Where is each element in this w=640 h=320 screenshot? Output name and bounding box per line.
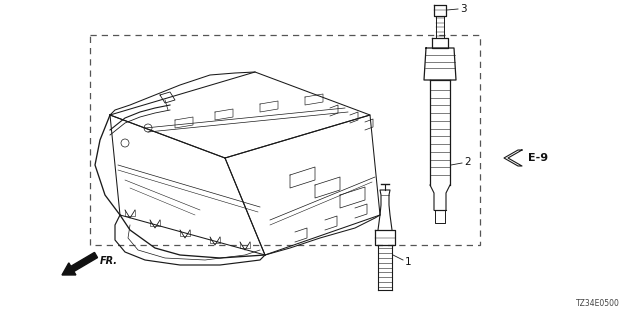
Text: TZ34E0500: TZ34E0500	[576, 299, 620, 308]
Bar	[90, 35, 480, 245]
Text: E-9: E-9	[528, 153, 548, 163]
Text: 2: 2	[464, 157, 470, 167]
Text: 1: 1	[405, 257, 412, 267]
Text: FR.: FR.	[100, 256, 118, 266]
FancyArrow shape	[62, 252, 97, 275]
Text: 3: 3	[460, 4, 467, 14]
